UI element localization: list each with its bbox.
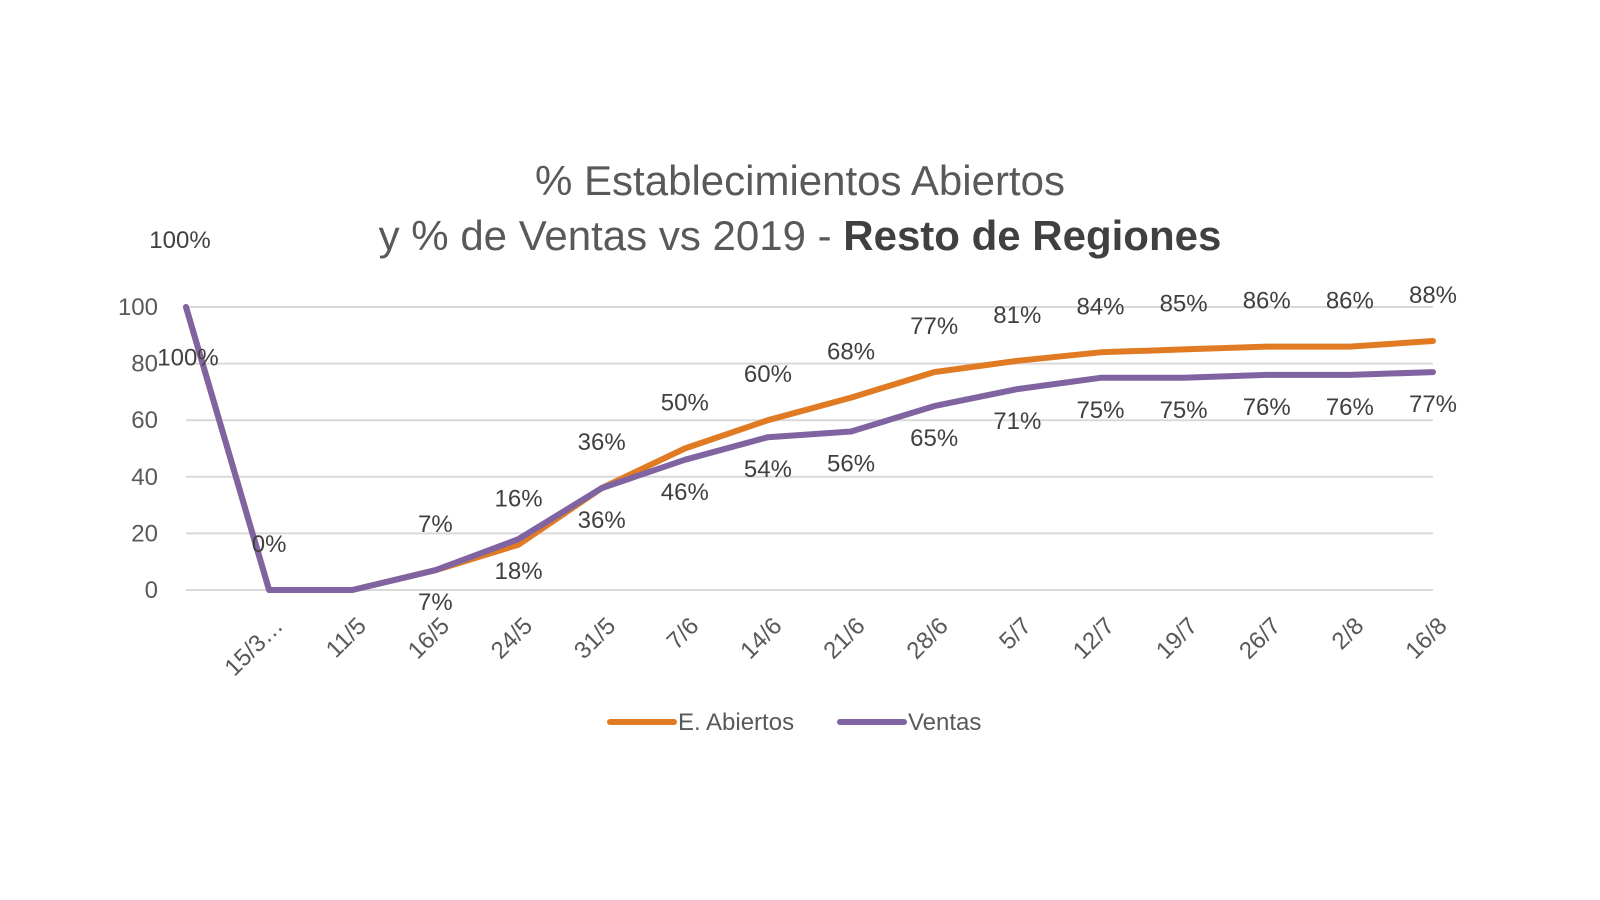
legend: E. Abiertos Ventas xyxy=(607,709,981,736)
data-label-e-abiertos: 88% xyxy=(1409,282,1457,309)
x-tick-label: 19/7 xyxy=(1151,612,1203,664)
data-label-e-abiertos: 36% xyxy=(578,429,626,456)
x-axis-ticks: 15/3… 11/5 16/5 24/5 31/5 7/6 14/6 21/6 28/6 5/7 1… xyxy=(220,612,1453,681)
y-axis-ticks: 0 20 40 60 80 100 xyxy=(118,294,158,604)
x-tick-label: 11/5 xyxy=(321,612,372,663)
data-label-e-abiertos: 50% xyxy=(661,390,709,417)
series-lines xyxy=(183,304,1436,593)
data-label-e-abiertos: 86% xyxy=(1243,288,1291,315)
chart-title-line-2-prefix: y % de Ventas vs 2019 - xyxy=(379,212,844,259)
data-label-ventas: 71% xyxy=(993,408,1041,435)
data-label-ventas: 75% xyxy=(1076,397,1124,424)
data-label-ventas: 18% xyxy=(495,558,543,585)
data-label-e-abiertos: 85% xyxy=(1160,290,1208,317)
chart-title-line-2-bold: Resto de Regiones xyxy=(843,212,1221,259)
data-label-ventas: 76% xyxy=(1326,394,1374,421)
x-tick-label: 5/7 xyxy=(994,612,1037,655)
chart-title-line-1: % Establecimientos Abiertos xyxy=(535,157,1065,204)
data-labels: 100% 0% 7% 16% 36% 50% 60% 68% 77% 81% 84% 85% 86% 86… xyxy=(149,227,1457,616)
legend-label: E. Abiertos xyxy=(678,709,794,736)
data-label-ventas: 54% xyxy=(744,456,792,483)
data-label-e-abiertos: 84% xyxy=(1076,293,1124,320)
data-label-e-abiertos: 100% xyxy=(149,227,210,254)
x-tick-label: 28/6 xyxy=(902,612,954,664)
data-label-e-abiertos: 16% xyxy=(495,486,543,513)
data-label-ventas: 36% xyxy=(578,507,626,534)
data-label-ventas: 46% xyxy=(661,479,709,506)
x-tick-label: 15/3… xyxy=(220,612,289,681)
y-tick-label: 0 xyxy=(145,577,158,604)
x-tick-label: 16/8 xyxy=(1400,612,1452,664)
legend-label: Ventas xyxy=(908,709,981,736)
y-tick-label: 20 xyxy=(131,520,158,547)
x-tick-label: 12/7 xyxy=(1068,612,1120,664)
data-label-e-abiertos: 81% xyxy=(993,302,1041,329)
data-label-ventas: 100% xyxy=(157,345,218,372)
y-tick-label: 60 xyxy=(131,407,158,434)
y-tick-label: 40 xyxy=(131,464,158,491)
data-label-e-abiertos: 0% xyxy=(252,531,287,558)
x-tick-label: 7/6 xyxy=(662,612,705,655)
data-label-e-abiertos: 60% xyxy=(744,361,792,388)
x-tick-label: 14/6 xyxy=(735,612,787,664)
data-label-ventas: 77% xyxy=(1409,391,1457,418)
data-label-ventas: 65% xyxy=(910,425,958,452)
x-tick-label: 21/6 xyxy=(818,612,870,664)
y-tick-label: 100 xyxy=(118,294,158,321)
series-line-1 xyxy=(183,304,1436,593)
x-tick-label: 31/5 xyxy=(569,612,621,664)
data-label-e-abiertos: 68% xyxy=(827,339,875,366)
data-label-e-abiertos: 7% xyxy=(418,511,453,538)
gridlines xyxy=(186,306,1433,591)
x-tick-label: 2/8 xyxy=(1327,612,1370,655)
data-label-ventas: 75% xyxy=(1160,397,1208,424)
series-line-0 xyxy=(183,304,1436,593)
data-label-ventas: 56% xyxy=(827,451,875,478)
x-tick-label: 24/5 xyxy=(486,612,538,664)
y-tick-label: 80 xyxy=(131,351,158,378)
x-tick-label: 16/5 xyxy=(403,612,455,664)
chart-title-line-2: y % de Ventas vs 2019 - Resto de Regione… xyxy=(379,212,1222,259)
data-label-e-abiertos: 86% xyxy=(1326,288,1374,315)
data-label-ventas: 76% xyxy=(1243,394,1291,421)
data-label-ventas: 7% xyxy=(418,589,453,616)
x-tick-label: 26/7 xyxy=(1234,612,1286,664)
data-label-e-abiertos: 77% xyxy=(910,313,958,340)
